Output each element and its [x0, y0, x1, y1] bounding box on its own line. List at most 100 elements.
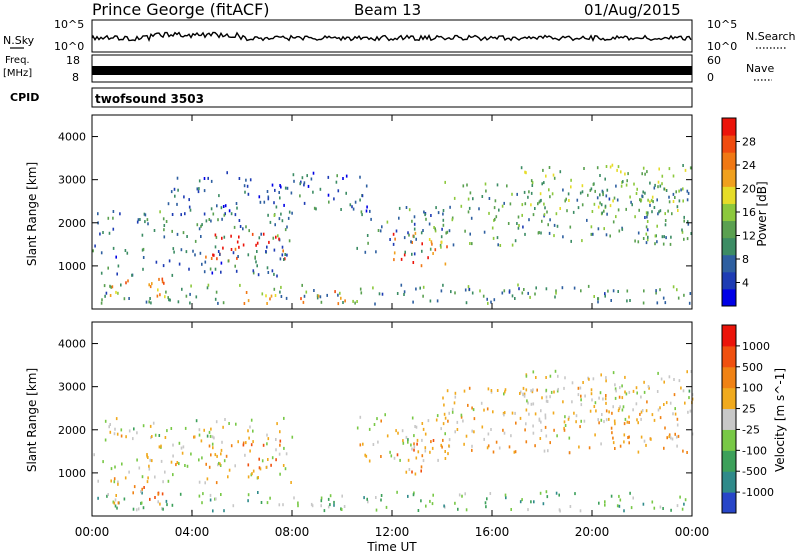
- heatmap-cell: [546, 210, 548, 214]
- heatmap-cell: [422, 294, 424, 298]
- cpid-panel-frame: [91, 87, 693, 108]
- heatmap-cell: [390, 454, 393, 458]
- heatmap-cell: [618, 229, 621, 233]
- heatmap-cell: [645, 211, 648, 215]
- heatmap-cell: [629, 195, 631, 199]
- colorbar-swatch: [722, 492, 736, 514]
- heatmap-cell: [380, 494, 383, 497]
- heatmap-cell: [604, 292, 606, 296]
- heatmap-cell: [112, 227, 115, 231]
- heatmap-cell: [656, 198, 658, 202]
- heatmap-cell: [273, 248, 276, 252]
- heatmap-cell: [219, 462, 221, 466]
- heatmap-cell: [641, 194, 643, 198]
- heatmap-cell: [265, 250, 267, 253]
- heatmap-cell: [530, 500, 532, 504]
- heatmap-cell: [530, 191, 533, 195]
- heatmap-cell: [598, 396, 600, 400]
- heatmap-cell: [597, 297, 600, 301]
- heatmap-cell: [223, 213, 226, 217]
- heatmap-cell: [186, 235, 188, 238]
- heatmap-cell: [686, 237, 689, 241]
- heatmap-cell: [220, 206, 223, 210]
- heatmap-cell: [251, 232, 254, 236]
- heatmap-cell: [352, 207, 355, 211]
- x-tick-label: 20:00: [575, 525, 610, 539]
- heatmap-cell: [265, 465, 268, 469]
- heatmap-cell: [214, 245, 217, 249]
- heatmap-cell: [162, 217, 165, 221]
- heatmap-cell: [657, 180, 660, 184]
- heatmap-cell: [279, 439, 282, 443]
- heatmap-cell: [631, 203, 633, 207]
- heatmap-cell: [196, 187, 199, 191]
- heatmap-cell: [132, 437, 134, 441]
- nave-tick-bottom: 0: [707, 71, 714, 84]
- heatmap-cell: [617, 165, 620, 169]
- heatmap-cell: [542, 168, 544, 172]
- heatmap-cell: [630, 200, 632, 204]
- heatmap-cell: [588, 377, 590, 381]
- heatmap-cell: [540, 409, 542, 413]
- heatmap-cell: [245, 441, 247, 445]
- heatmap-cell: [151, 435, 153, 438]
- heatmap-cell: [316, 296, 319, 300]
- heatmap-cell: [277, 234, 279, 238]
- heatmap-cell: [595, 409, 597, 413]
- heatmap-cell: [403, 290, 406, 294]
- heatmap-cell: [237, 440, 239, 444]
- heatmap-cell: [434, 229, 437, 233]
- heatmap-cell: [571, 400, 573, 404]
- heatmap-cell: [647, 211, 649, 215]
- heatmap-cell: [627, 172, 629, 176]
- x-tick-label: 16:00: [475, 525, 510, 539]
- heatmap-cell: [682, 199, 684, 203]
- heatmap-cell: [110, 467, 113, 471]
- heatmap-cell: [281, 253, 284, 257]
- heatmap-cell: [493, 298, 496, 302]
- heatmap-cell: [635, 386, 638, 390]
- heatmap-cell: [359, 175, 361, 179]
- heatmap-cell: [119, 212, 121, 216]
- heatmap-cell: [468, 206, 471, 210]
- heatmap-cell: [490, 300, 492, 304]
- heatmap-cell: [539, 437, 542, 440]
- heatmap-cell: [186, 464, 189, 468]
- heatmap-cell: [198, 187, 200, 191]
- heatmap-cell: [546, 495, 549, 499]
- velocity-heatmap: [93, 369, 694, 513]
- heatmap-cell: [668, 375, 671, 379]
- heatmap-cell: [172, 473, 174, 477]
- heatmap-cell: [443, 412, 446, 416]
- heatmap-cell: [222, 205, 225, 208]
- heatmap-cell: [205, 462, 207, 466]
- heatmap-cell: [522, 225, 524, 229]
- colorbar-swatch: [722, 237, 736, 256]
- heatmap-cell: [574, 492, 576, 496]
- heatmap-cell: [648, 386, 650, 390]
- heatmap-cell: [258, 457, 260, 461]
- heatmap-cell: [531, 184, 534, 187]
- heatmap-cell: [616, 168, 618, 172]
- heatmap-cell: [180, 213, 182, 217]
- heatmap-cell: [557, 374, 559, 378]
- heatmap-cell: [511, 294, 514, 298]
- heatmap-cell: [624, 390, 626, 394]
- heatmap-cell: [451, 410, 454, 414]
- heatmap-cell: [379, 229, 382, 233]
- heatmap-cell: [170, 190, 173, 194]
- heatmap-cell: [453, 401, 456, 405]
- heatmap-cell: [214, 453, 217, 457]
- heatmap-cell: [212, 509, 214, 513]
- heatmap-cell: [280, 185, 282, 189]
- heatmap-cell: [310, 177, 313, 181]
- heatmap-cell: [288, 239, 291, 243]
- heatmap-cell: [637, 240, 640, 244]
- heatmap-cell: [672, 412, 674, 416]
- heatmap-cell: [431, 502, 434, 506]
- heatmap-cell: [254, 255, 256, 259]
- heatmap-cell: [412, 261, 415, 264]
- heatmap-cell: [527, 195, 529, 199]
- heatmap-cell: [627, 436, 629, 439]
